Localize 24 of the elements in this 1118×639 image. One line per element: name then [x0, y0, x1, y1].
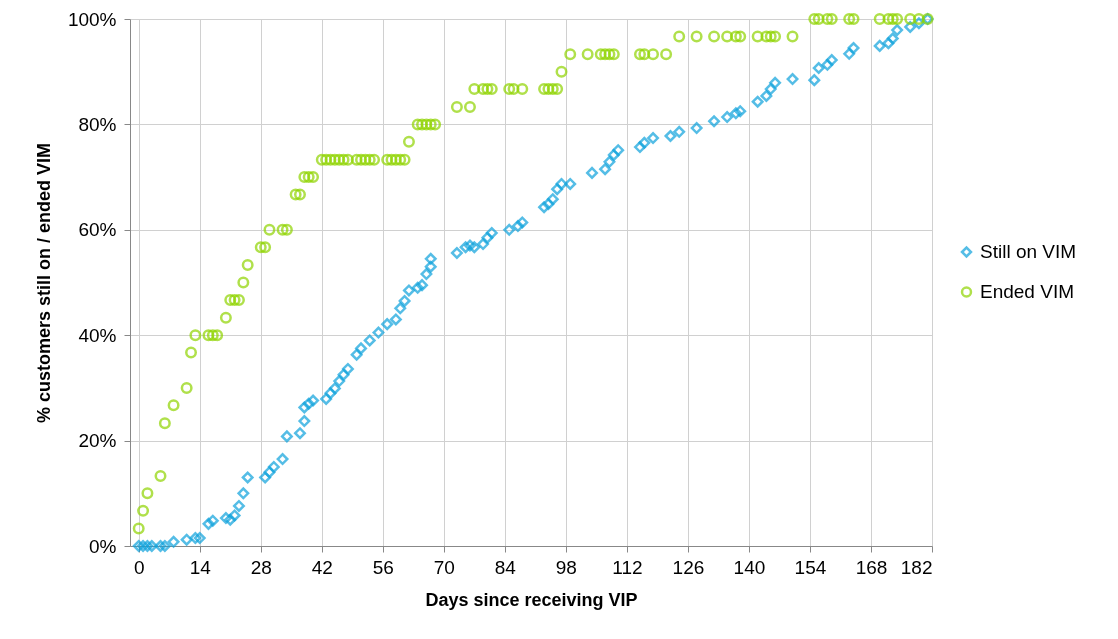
y-tick-label: 80% — [78, 113, 117, 135]
x-tick-label: 112 — [612, 556, 643, 578]
legend-label: Still on VIM — [980, 241, 1077, 262]
y-axis-title: % customers still on / ended VIM — [33, 142, 54, 424]
x-tick-label: 154 — [794, 556, 827, 578]
y-tick-label: 40% — [78, 324, 117, 346]
x-tick-label: 98 — [555, 556, 577, 578]
y-tick-label: 100% — [67, 8, 117, 30]
x-axis-title: Days since receiving VIP — [425, 589, 638, 610]
x-tick-label: 140 — [733, 556, 766, 578]
x-tick-label: 42 — [311, 556, 333, 578]
x-tick-label: 14 — [189, 556, 212, 578]
x-tick-label: 0 — [133, 556, 145, 578]
legend-label: Ended VIM — [980, 281, 1074, 302]
x-tick-label: 182 — [900, 556, 933, 578]
x-tick-label: 70 — [433, 556, 455, 578]
x-tick-label: 168 — [855, 556, 888, 578]
x-tick-label: 28 — [250, 556, 272, 578]
y-tick-label: 20% — [78, 430, 117, 452]
x-tick-label: 126 — [672, 556, 705, 578]
x-tick-label: 84 — [494, 556, 517, 578]
y-tick-label: 0% — [89, 535, 117, 557]
x-tick-label: 56 — [372, 556, 394, 578]
y-tick-label: 60% — [78, 219, 117, 241]
